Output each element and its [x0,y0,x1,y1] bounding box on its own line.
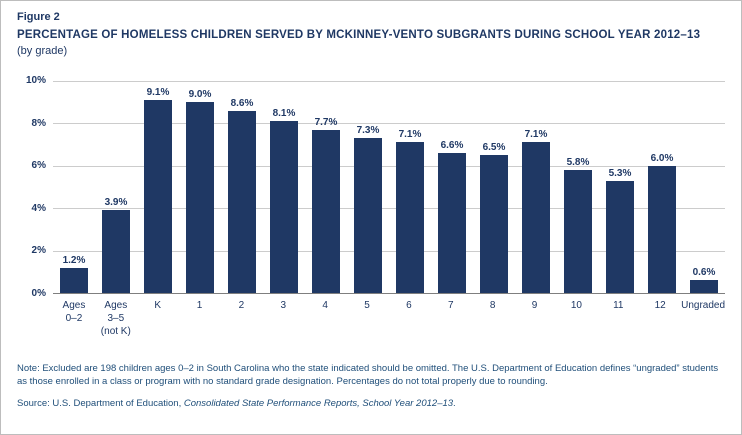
bar [269,121,299,293]
bar-group: 6.0% [641,81,683,293]
bar-value-label: 8.6% [230,97,254,109]
bar [605,180,635,293]
bar-value-label: 5.3% [608,167,632,179]
bar [479,155,509,293]
bar [227,110,257,293]
y-axis: 0% 2% 4% 6% 8% 10% [17,76,53,299]
x-axis-category-label: 6 [406,300,412,311]
bar [59,267,89,293]
bar-group: 9.1% [137,81,179,293]
bar [185,102,215,293]
bar-group: 6.5% [473,81,515,293]
y-axis-tick-label: 10% [25,75,46,86]
bar [521,142,551,293]
bar-value-label: 6.6% [440,140,464,152]
bar-chart: 0% 2% 4% 6% 8% 10% 1.2% 3.9% 9.1% 9.0% 8.6% 8.1% 7.… [17,76,725,299]
gridline [53,123,725,125]
bar-group: 7.1% [389,81,431,293]
source-prefix: Source: U.S. Department of Education, [17,397,184,409]
x-axis-category-label: 10 [570,300,582,311]
x-axis-category-label: 8 [489,300,496,311]
note-text: Note: Excluded are 198 children ages 0–2… [17,363,719,388]
bar-value-label: 6.0% [650,152,674,164]
x-axis-category-label: 12 [654,300,666,311]
bar-value-label: 5.8% [566,157,590,169]
y-axis-tick-label: 2% [31,245,46,257]
x-axis-category-label: Ungraded [681,300,726,311]
bar-value-label: 0.6% [692,267,716,279]
bar-value-label: 7.3% [356,125,380,137]
bar-group: 0.6% [683,81,725,293]
source-suffix: . [453,397,456,409]
figure-subtitle: (by grade) [17,45,68,57]
bar-group: 3.9% [95,81,137,293]
y-axis-tick-label: 6% [31,160,46,172]
x-axis-category-label: 1 [196,300,203,311]
x-axis: Ages 0–2 Ages 3–5 (not K) K 1 2 3 4 5 6 7 8 9 10 11 12… [17,294,726,338]
bar-group: 8.1% [263,81,305,293]
bar [395,142,425,293]
bar [143,100,173,293]
bar-value-label: 7.1% [524,129,548,141]
x-axis-category-label: 9 [531,300,538,311]
gridline [53,250,725,252]
bar [437,153,467,293]
bar-group: 6.6% [431,81,473,293]
gridline [53,208,725,210]
bar [689,280,719,293]
plot-area: 1.2% 3.9% 9.1% 9.0% 8.6% 8.1% 7.7% 7.3% 7.1% 6.6%… [53,81,725,294]
y-axis-tick-label: 0% [31,288,46,299]
bar-value-label: 8.1% [272,108,296,120]
bars-container: 1.2% 3.9% 9.1% 9.0% 8.6% 8.1% 7.7% 7.3% 7.1% 6.6%… [53,81,725,293]
y-axis-spacer [17,294,53,338]
bar-value-label: 3.9% [104,197,128,209]
bar-group: 8.6% [221,81,263,293]
bar [563,170,593,293]
bar-value-label: 7.7% [314,116,338,128]
x-axis-category-label: 11 [613,300,624,311]
bar [353,138,383,293]
x-axis-category-label: 5 [364,300,370,311]
bar-group: 5.8% [557,81,599,293]
bar-group: 7.3% [347,81,389,293]
figure-label: Figure 2 [17,11,60,23]
bar [101,210,131,293]
bar-group: 7.7% [305,81,347,293]
bar-value-label: 1.2% [62,254,86,266]
bar-value-label: 7.1% [398,129,422,141]
x-axis-category-label: Ages 3–5 (not K) [100,300,131,337]
bar-group: 1.2% [53,81,95,293]
bar-group: 7.1% [515,81,557,293]
gridline [53,81,725,82]
x-axis-category-label: 7 [448,300,454,311]
figure-title: PERCENTAGE OF HOMELESS CHILDREN SERVED B… [17,29,701,41]
x-axis-category-label: 4 [322,300,328,311]
y-axis-tick-label: 8% [31,117,46,129]
x-axis-labels: Ages 0–2 Ages 3–5 (not K) K 1 2 3 4 5 6 7 8 9 10 11 12… [53,294,726,338]
x-axis-category-label: K [154,300,162,311]
bar-group: 9.0% [179,81,221,293]
source-text: Source: U.S. Department of Education, Co… [17,398,725,409]
bar-value-label: 9.1% [146,87,170,99]
x-axis-category-label: 3 [280,300,287,311]
bar [311,129,341,293]
y-axis-tick-label: 4% [31,202,46,214]
gridline [53,165,725,167]
x-axis-category-label: Ages 0–2 [62,300,86,324]
bar-value-label: 9.0% [188,89,212,101]
source-report-title: Consolidated State Performance Reports, … [183,397,454,409]
bar-group: 5.3% [599,81,641,293]
bar [647,165,677,293]
bar-value-label: 6.5% [482,142,506,154]
x-axis-category-label: 2 [238,300,245,311]
